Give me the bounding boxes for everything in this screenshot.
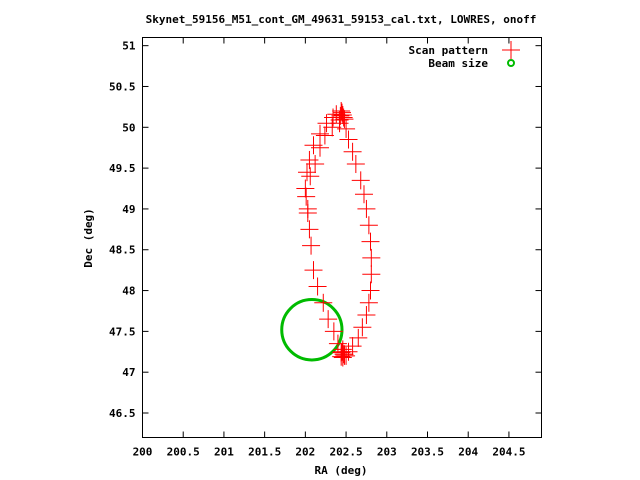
legend-plus-icon xyxy=(502,41,520,59)
scan-point xyxy=(296,179,315,198)
scan-point xyxy=(333,106,352,125)
legend-circle-icon xyxy=(507,59,515,67)
scan-point xyxy=(311,138,330,157)
scan-point xyxy=(332,101,351,120)
scan-pattern-series xyxy=(296,101,381,367)
scan-point xyxy=(346,155,365,174)
x-axis: 200 200.5 201 201.5 202 202.5 203 203.5 204 204.5 xyxy=(133,37,525,459)
x-tick-label: 200.5 xyxy=(167,446,200,459)
scan-point xyxy=(335,346,354,365)
scan-point xyxy=(304,261,323,280)
scan-point xyxy=(349,328,368,347)
chart-title: Skynet_59156_M51_cont_GM_49631_59153_cal… xyxy=(146,13,537,26)
x-tick-label: 200 xyxy=(133,446,153,459)
scan-point xyxy=(308,277,327,296)
scan-point xyxy=(357,199,376,218)
scan-point xyxy=(315,126,334,145)
scan-point xyxy=(328,334,347,353)
scan-point xyxy=(331,106,350,125)
x-tick-label: 201.5 xyxy=(248,446,281,459)
y-tick-label: 49 xyxy=(122,203,135,216)
y-tick-label: 51 xyxy=(122,40,136,53)
y-axis-label: Dec (deg) xyxy=(82,208,95,268)
scan-point xyxy=(357,306,376,325)
legend-label-beam-size: Beam size xyxy=(428,57,488,70)
scan-point xyxy=(333,342,351,361)
x-tick-label: 203 xyxy=(377,446,397,459)
x-tick-label: 204.5 xyxy=(492,446,525,459)
scan-point xyxy=(324,108,343,127)
y-tick-label: 47 xyxy=(122,366,135,379)
y-axis: 46.5 47 47.5 48 48.5 49 49.5 50 50.5 51 xyxy=(109,40,542,420)
scan-point xyxy=(302,236,321,255)
scan-point xyxy=(335,110,354,129)
legend-marker-beam-size xyxy=(507,59,515,67)
x-tick-label: 202 xyxy=(295,446,315,459)
beam-size-circle xyxy=(280,298,344,362)
scan-point xyxy=(343,142,362,161)
x-tick-label: 204 xyxy=(458,446,478,459)
scan-point xyxy=(332,347,351,366)
scan-point xyxy=(359,216,378,235)
y-tick-label: 46.5 xyxy=(109,407,136,420)
scan-point xyxy=(301,167,320,186)
scan-point xyxy=(314,293,333,312)
scan-point xyxy=(324,322,343,341)
scan-point xyxy=(354,185,373,204)
scan-point xyxy=(361,281,380,300)
scan-point xyxy=(334,345,353,364)
scan-point xyxy=(306,155,325,174)
scan-point xyxy=(359,293,378,312)
scan-point xyxy=(337,119,356,138)
x-tick-label: 201 xyxy=(214,446,234,459)
scan-point xyxy=(300,150,319,169)
scan-point xyxy=(319,310,338,329)
y-tick-label: 50.5 xyxy=(109,80,136,93)
beam-size-series xyxy=(280,298,344,362)
legend-label-scan-pattern: Scan pattern xyxy=(409,44,488,57)
scan-point xyxy=(323,118,342,137)
legend-marker-scan-pattern xyxy=(502,41,520,59)
y-tick-label: 49.5 xyxy=(109,162,136,175)
x-tick-label: 202.5 xyxy=(330,446,363,459)
y-tick-label: 47.5 xyxy=(109,325,136,338)
scan-point xyxy=(298,204,317,223)
scan-point xyxy=(330,110,349,129)
legend: Scan pattern Beam size xyxy=(409,41,520,70)
scan-point xyxy=(300,220,319,239)
plot-area-frame xyxy=(142,37,542,438)
scan-point xyxy=(351,171,370,190)
scan-point xyxy=(297,163,316,182)
scan-point xyxy=(361,232,380,251)
scan-point xyxy=(339,130,358,149)
scan-point xyxy=(362,265,381,284)
x-tick-label: 203.5 xyxy=(411,446,444,459)
y-tick-label: 50 xyxy=(122,121,135,134)
y-tick-label: 48 xyxy=(122,285,135,298)
y-tick-label: 48.5 xyxy=(109,244,136,257)
scan-point xyxy=(362,248,381,267)
scan-point xyxy=(297,187,316,206)
scan-point xyxy=(353,318,372,337)
x-axis-label: RA (deg) xyxy=(315,464,368,477)
scan-point xyxy=(304,136,323,155)
